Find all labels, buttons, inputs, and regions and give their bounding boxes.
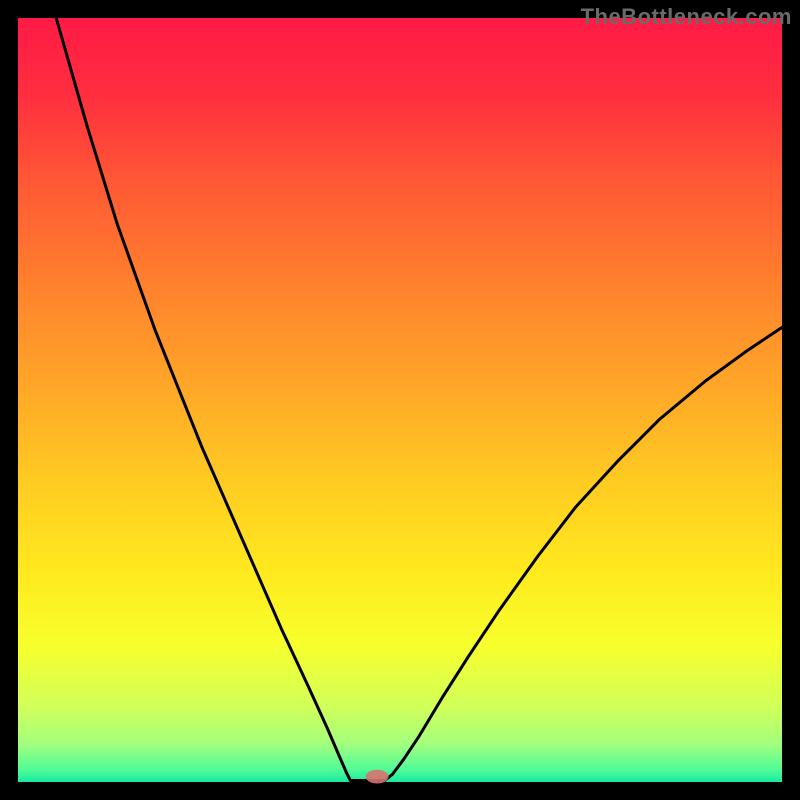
bottleneck-chart	[0, 0, 800, 800]
stage: TheBottleneck.com	[0, 0, 800, 800]
plot-background	[18, 18, 782, 782]
optimum-marker	[366, 770, 389, 784]
watermark-text: TheBottleneck.com	[581, 4, 792, 30]
